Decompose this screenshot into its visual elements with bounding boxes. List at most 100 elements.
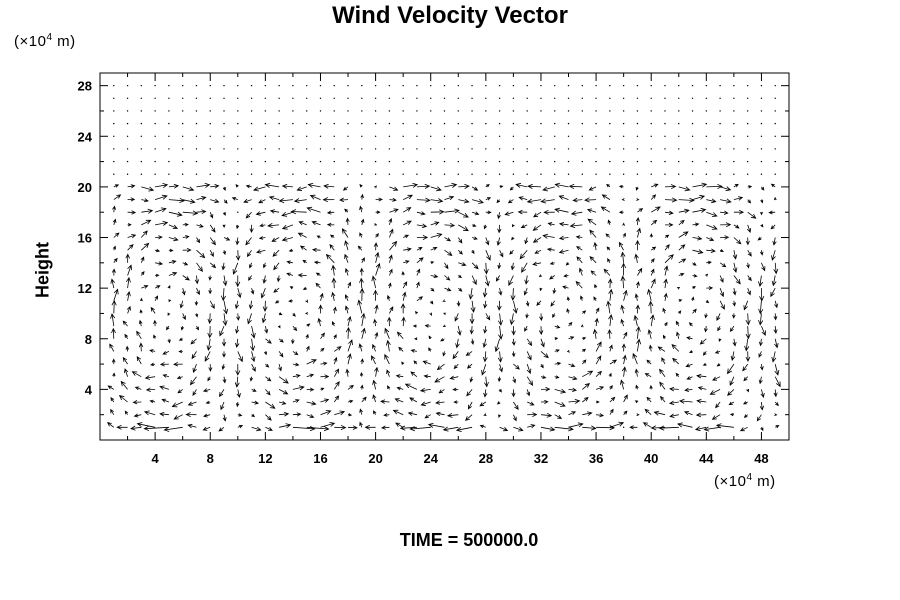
- wind-vector: [606, 183, 611, 188]
- calm-point: [140, 148, 143, 150]
- wind-vector: [757, 237, 762, 241]
- wind-vector: [359, 183, 363, 188]
- wind-vector: [509, 313, 515, 326]
- wind-vector: [730, 351, 736, 361]
- wind-vector: [430, 233, 443, 238]
- calm-point: [126, 173, 129, 175]
- wind-vector: [141, 219, 152, 226]
- calm-point: [512, 84, 515, 87]
- wind-vector: [732, 300, 736, 307]
- wind-vector: [141, 230, 148, 238]
- wind-vector: [539, 287, 543, 292]
- wind-vector: [563, 273, 569, 278]
- wind-vector: [132, 400, 142, 405]
- calm-point: [361, 110, 363, 112]
- wind-vector: [584, 197, 597, 203]
- wind-vector: [273, 287, 280, 293]
- x-unit-suffix: m): [752, 473, 776, 490]
- wind-vector: [608, 313, 614, 327]
- wind-vector: [773, 326, 778, 335]
- calm-point: [223, 173, 225, 175]
- calm-point: [678, 110, 680, 112]
- wind-vector: [594, 283, 598, 289]
- wind-vector: [196, 262, 203, 273]
- wind-vector: [334, 346, 342, 352]
- wind-vector: [344, 305, 349, 314]
- y-unit-prefix: (×10: [14, 33, 47, 50]
- calm-point: [430, 110, 432, 112]
- calm-point: [237, 148, 239, 150]
- calm-point: [719, 148, 721, 150]
- wind-vector: [518, 196, 528, 201]
- calm-point: [181, 122, 184, 125]
- calm-point: [402, 122, 404, 125]
- wind-vector: [444, 275, 451, 281]
- wind-vector: [580, 324, 584, 328]
- calm-point: [622, 160, 625, 163]
- wind-vector: [357, 245, 363, 251]
- wind-vector: [527, 401, 535, 406]
- calm-point: [402, 97, 404, 100]
- calm-point: [457, 122, 459, 125]
- wind-vector: [235, 275, 241, 288]
- wind-vector: [702, 362, 707, 366]
- wind-vector: [692, 286, 697, 290]
- wind-vector: [634, 368, 639, 377]
- calm-point: [485, 135, 487, 137]
- wind-vector: [481, 363, 487, 376]
- wind-vector: [371, 275, 377, 289]
- wind-vector: [513, 414, 517, 422]
- wind-vector: [389, 240, 398, 251]
- wind-vector: [658, 425, 679, 431]
- wind-vector: [650, 278, 656, 289]
- wind-vector: [728, 401, 735, 406]
- wind-vector: [296, 186, 307, 192]
- wind-vector: [760, 224, 764, 228]
- calm-point: [471, 160, 473, 163]
- wind-vector: [455, 426, 473, 432]
- wind-vector: [706, 237, 715, 242]
- wind-vector: [442, 351, 446, 357]
- calm-point: [636, 122, 639, 125]
- calm-point: [250, 160, 253, 163]
- wind-vector: [401, 270, 405, 276]
- wind-vector: [534, 249, 542, 254]
- wind-vector: [389, 197, 397, 202]
- calm-point: [554, 148, 556, 150]
- wind-vector: [359, 277, 364, 289]
- wind-vector: [110, 313, 116, 327]
- wind-vector: [251, 363, 256, 372]
- calm-point: [278, 135, 280, 137]
- wind-vector: [234, 300, 240, 310]
- wind-vector: [444, 262, 449, 270]
- calm-point: [388, 84, 391, 87]
- wind-vector: [416, 257, 424, 264]
- calm-point: [691, 173, 694, 175]
- wind-vector: [374, 222, 378, 227]
- wind-vector: [727, 389, 735, 396]
- y-tick-label: 16: [78, 231, 92, 246]
- wind-vector: [759, 288, 765, 302]
- calm-point: [691, 160, 694, 163]
- wind-vector: [375, 233, 379, 238]
- wind-vector: [657, 346, 666, 352]
- wind-vector: [603, 268, 611, 276]
- wind-vector: [126, 305, 131, 314]
- wind-vector: [163, 426, 183, 432]
- calm-point: [292, 110, 294, 112]
- wind-vector: [482, 288, 488, 298]
- wind-vector: [495, 275, 500, 282]
- wind-vector: [347, 413, 353, 417]
- wind-vector: [517, 209, 528, 215]
- calm-point: [733, 122, 735, 125]
- calm-point: [554, 97, 556, 100]
- wind-vector: [209, 262, 217, 269]
- wind-vector: [416, 211, 426, 216]
- wind-vector: [361, 257, 365, 263]
- calm-point: [678, 122, 680, 125]
- wind-vector: [543, 209, 555, 215]
- wind-vector: [207, 326, 213, 339]
- wind-vector: [410, 349, 417, 353]
- calm-point: [567, 148, 570, 150]
- wind-vector: [568, 387, 578, 392]
